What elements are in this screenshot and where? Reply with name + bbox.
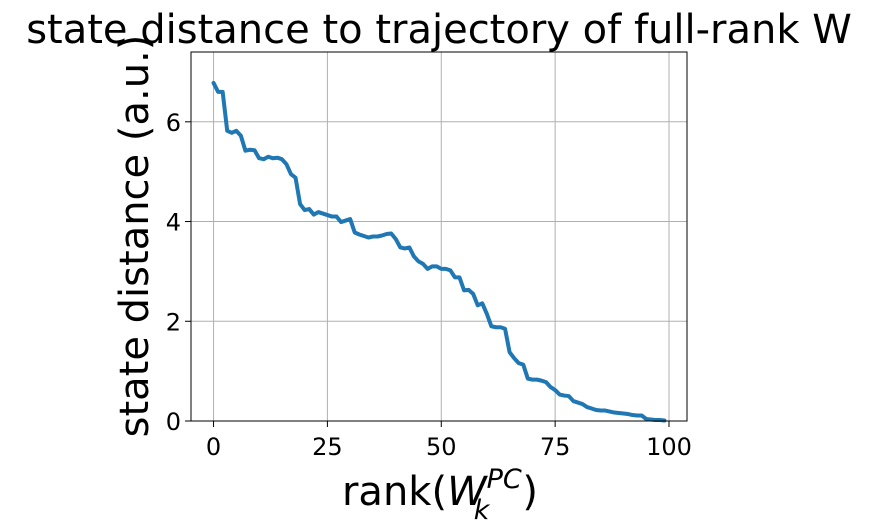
y-tick-label: 4 [166,209,181,237]
y-tick-label: 6 [166,109,181,137]
y-tick-label: 0 [166,408,181,436]
x-tick-label: 100 [646,433,692,461]
x-tick-label: 50 [426,433,457,461]
x-axis-label-prefix: rank( [342,469,447,515]
series-line [211,80,667,423]
plot-frame [190,51,688,422]
y-axis-ticks: 0 2 4 6 [166,109,191,436]
x-tick-label: 25 [312,433,343,461]
x-axis-label-suffix: ) [522,469,538,515]
plot-background [191,52,687,421]
chart-title: state distance to trajectory of full-ran… [26,7,852,53]
x-axis-label-subscript: k [474,495,491,526]
x-axis-label-main: W [447,469,488,515]
x-tick-label: 0 [206,433,221,461]
x-axis-label: rank(WPC k) [342,464,538,526]
y-tick-label: 2 [166,308,181,336]
y-axis-label: state distance (a.u.) [112,35,158,438]
x-axis-label-superscript: PC [487,464,522,495]
x-axis-ticks: 0 25 50 75 100 [206,421,692,461]
x-tick-label: 75 [540,433,571,461]
